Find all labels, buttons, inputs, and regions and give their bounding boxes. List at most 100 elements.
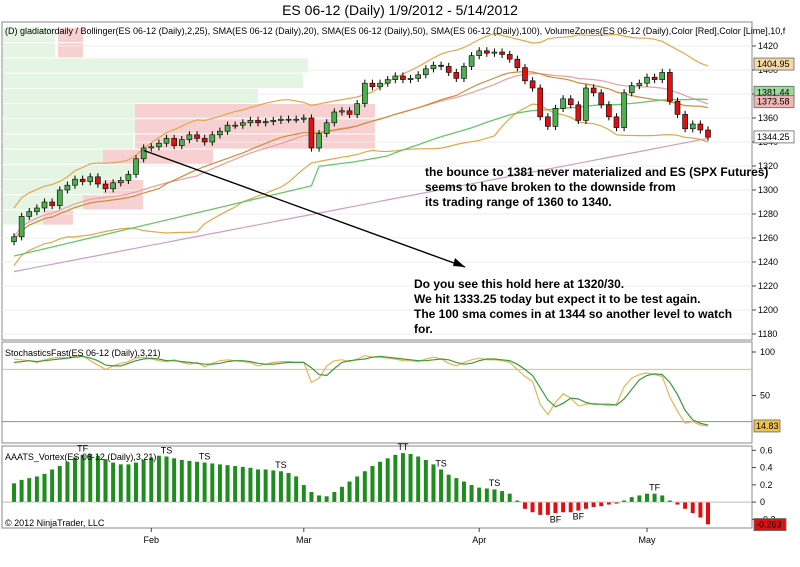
vortex-bar [492,488,497,503]
vortex-bar [72,457,78,503]
volume-zone-buy [3,119,135,134]
candle [178,139,185,146]
candle [468,55,475,67]
vortex-bar [591,501,597,508]
bollinger-upper [13,32,709,209]
vortex-tick-label: 0 [760,497,765,507]
vortex-bar [19,479,25,503]
candle [26,211,33,217]
vortex-bar [499,490,505,503]
candle [590,87,597,94]
price-tag-label: 1373.58 [757,97,790,107]
volume-zone-buy [3,58,308,73]
candle [537,87,544,118]
vortex-tick-label: 0.6 [760,445,773,455]
vortex-bar [217,463,223,503]
candle [331,111,338,124]
volume-zone-sell [58,28,83,43]
candle [659,72,666,80]
vortex-signal-label: BF [573,512,585,522]
candle [232,124,238,127]
candle [163,138,170,144]
candle [34,207,40,212]
volume-zone-buy [3,149,103,164]
candle [354,103,360,115]
vortex-bar [133,462,139,503]
vortex-bar [621,500,627,503]
candle [453,72,460,79]
vortex-bar [400,452,406,503]
copyright-text: © 2012 NinjaTrader, LLC [5,518,105,528]
vortex-bar [339,486,345,503]
vortex-bar [278,470,284,503]
price-tag [753,95,795,109]
candle [224,124,231,132]
vortex-bar [293,476,299,503]
volume-zone-buy [3,88,258,103]
candle [301,117,307,120]
vortex-bar [232,465,238,503]
vortex-bar [476,487,482,503]
candle [697,123,704,131]
candle [186,134,193,140]
x-tick-label: May [638,535,656,545]
vortex-bar [423,459,429,503]
candle [18,216,25,238]
candle [705,129,711,138]
vortex-bar [103,458,108,503]
candle [293,118,299,121]
price-tag-label: 1404.95 [757,59,790,69]
candle [270,120,277,122]
candle [476,50,483,56]
stochastics-panel [1,341,753,444]
candle [247,120,254,124]
candle [621,92,627,128]
candle [575,104,582,121]
volume-zone-sell [135,104,375,119]
vortex-signal-label: TS [199,451,211,461]
candle [384,79,391,84]
candle [239,122,246,126]
vortex-bar [682,501,688,510]
vortex-bar [301,484,307,503]
candle [285,118,292,121]
vortex-bar [438,469,444,503]
candle [506,54,513,60]
vortex-bar [614,501,619,505]
candle [606,104,612,118]
candle [415,74,421,79]
vortex-bar [553,501,558,514]
volume-zone-buy [3,73,303,88]
vortex-bar [187,460,192,503]
vortex-bar [87,453,93,503]
annotation-text: We hit 1333.25 today but expect it to be… [414,292,701,306]
vortex-bar [255,469,261,503]
candle [567,98,574,106]
candle [95,176,101,185]
candle [682,114,688,130]
volume-zone-buy [3,28,55,43]
vortex-bar [408,453,413,503]
vortex-bar [530,501,535,513]
candle [377,82,383,88]
candle [194,134,200,139]
candle [689,123,696,130]
candle [674,100,681,115]
candle [628,85,635,94]
vortex-bar [446,474,452,503]
candle [346,110,353,115]
annotation-text: The 100 sma comes in at 1344 so another … [414,307,732,321]
candle [125,174,132,181]
candle [41,201,48,209]
candle [514,58,521,68]
x-tick-label: Apr [472,535,486,545]
candle [72,178,78,186]
candle [667,72,673,102]
candle [64,184,71,191]
vortex-bar [270,469,276,503]
volume-zone-buy [3,164,133,179]
candle [430,64,437,70]
vortex-bar [49,469,55,503]
candle [400,75,406,80]
